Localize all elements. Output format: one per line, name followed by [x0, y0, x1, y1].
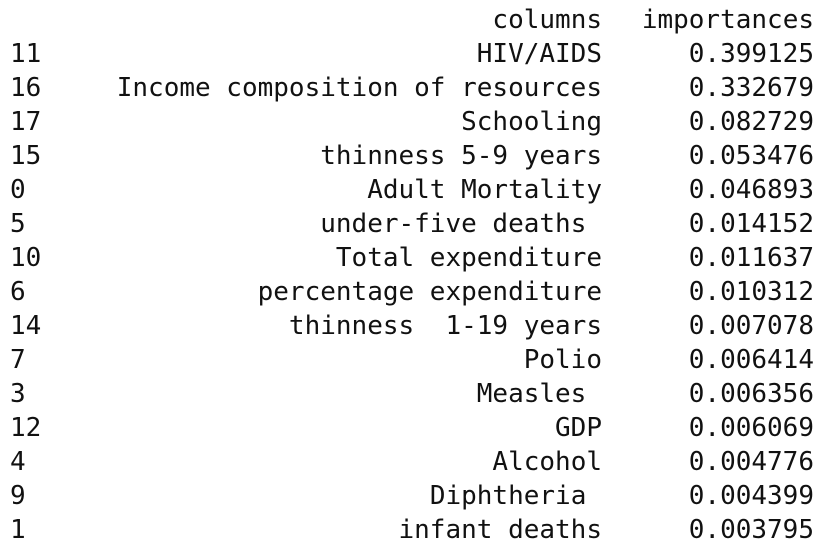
- feature-name: HIV/AIDS: [476, 39, 602, 69]
- feature-name: Alcohol: [492, 447, 602, 477]
- column-gap: [602, 445, 628, 479]
- table-row: 0 Adult Mortality 0.046893: [10, 173, 814, 207]
- row-index: 12: [10, 413, 42, 443]
- row-index: 7: [10, 345, 26, 375]
- table-row: 11 HIV/AIDS 0.399125: [10, 37, 814, 71]
- row-index: 3: [10, 379, 26, 409]
- column-gap: [602, 343, 628, 377]
- feature-importance-table: columns importances 11 HIV/AIDS 0.399125 16…: [10, 3, 814, 546]
- importance-value: 0.004399: [688, 481, 814, 511]
- column-gap: [602, 173, 628, 207]
- feature-name: Total expenditure: [335, 243, 602, 273]
- importance-value: 0.014152: [688, 209, 814, 239]
- row-index: 4: [10, 447, 26, 477]
- table-row: 7 Polio 0.006414: [10, 343, 814, 377]
- importance-value: 0.399125: [688, 39, 814, 69]
- table-row: 14 thinness 1-19 years 0.007078: [10, 309, 814, 343]
- importance-value: 0.007078: [688, 311, 814, 341]
- table-row: 12 GDP 0.006069: [10, 411, 814, 445]
- feature-name: Adult Mortality: [367, 175, 602, 205]
- feature-name: Income composition of resources: [116, 73, 602, 103]
- row-index: 11: [10, 39, 42, 69]
- column-gap: [602, 513, 628, 546]
- column-gap: [602, 37, 628, 71]
- column-gap: [602, 309, 628, 343]
- table-row: 15 thinness 5-9 years 0.053476: [10, 139, 814, 173]
- table-row: 9 Diphtheria 0.004399: [10, 479, 814, 513]
- row-index: 5: [10, 209, 26, 239]
- feature-name: thinness 1-19 years: [288, 311, 602, 341]
- column-gap: [602, 479, 628, 513]
- importance-value: 0.082729: [688, 107, 814, 137]
- table-row: 1 infant deaths 0.003795: [10, 513, 814, 546]
- row-index: 6: [10, 277, 26, 307]
- importance-value: 0.010312: [688, 277, 814, 307]
- table-row: 3 Measles 0.006356: [10, 377, 814, 411]
- feature-name: Measles: [476, 379, 602, 409]
- table-row: 4 Alcohol 0.004776: [10, 445, 814, 479]
- feature-name: Schooling: [461, 107, 602, 137]
- feature-name: infant deaths: [398, 515, 603, 545]
- feature-name: GDP: [555, 413, 602, 443]
- column-gap: [602, 377, 628, 411]
- column-gap: [602, 411, 628, 445]
- feature-name: Polio: [523, 345, 602, 375]
- table-row: 10 Total expenditure 0.011637: [10, 241, 814, 275]
- column-gap: [602, 139, 628, 173]
- row-index: 0: [10, 175, 26, 205]
- row-index: 14: [10, 311, 42, 341]
- column-gap: [602, 71, 628, 105]
- column-gap: [602, 105, 628, 139]
- importances-header: importances: [641, 5, 814, 35]
- feature-name: percentage expenditure: [257, 277, 602, 307]
- table-body: 11 HIV/AIDS 0.399125 16 Income composition o…: [10, 37, 814, 546]
- column-gap: [602, 275, 628, 309]
- table-header-row: columns importances: [10, 3, 814, 37]
- columns-header: columns: [492, 5, 602, 35]
- row-index: 16: [10, 73, 42, 103]
- importance-value: 0.004776: [688, 447, 814, 477]
- importance-value: 0.003795: [688, 515, 814, 545]
- column-gap: [602, 241, 628, 275]
- row-index: 10: [10, 243, 42, 273]
- index-header: [10, 3, 70, 37]
- feature-name: Diphtheria: [429, 481, 602, 511]
- feature-name: under-five deaths: [320, 209, 602, 239]
- importance-value: 0.053476: [688, 141, 814, 171]
- importance-value: 0.332679: [688, 73, 814, 103]
- table-row: 16 Income composition of resources 0.33267…: [10, 71, 814, 105]
- table-row: 6 percentage expenditure 0.010312: [10, 275, 814, 309]
- row-index: 17: [10, 107, 42, 137]
- row-index: 15: [10, 141, 42, 171]
- importance-value: 0.046893: [688, 175, 814, 205]
- feature-name: thinness 5-9 years: [320, 141, 602, 171]
- row-index: 1: [10, 515, 26, 545]
- column-gap: [602, 3, 628, 37]
- importance-value: 0.006414: [688, 345, 814, 375]
- importance-value: 0.011637: [688, 243, 814, 273]
- column-gap: [602, 207, 628, 241]
- table-row: 17 Schooling 0.082729: [10, 105, 814, 139]
- importance-value: 0.006356: [688, 379, 814, 409]
- table-row: 5 under-five deaths 0.014152: [10, 207, 814, 241]
- row-index: 9: [10, 481, 26, 511]
- importance-value: 0.006069: [688, 413, 814, 443]
